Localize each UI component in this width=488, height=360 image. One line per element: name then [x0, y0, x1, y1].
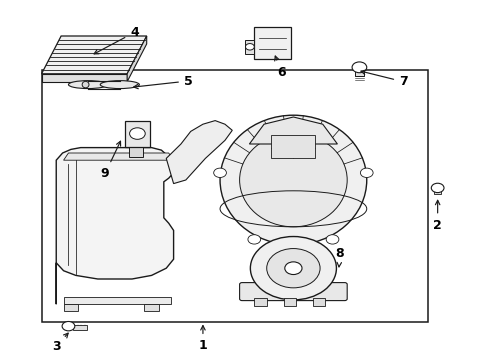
Ellipse shape	[220, 115, 366, 245]
Text: 4: 4	[94, 26, 139, 54]
Polygon shape	[41, 36, 146, 74]
Circle shape	[266, 248, 320, 288]
Bar	[354, 70, 364, 76]
Circle shape	[360, 168, 372, 177]
Polygon shape	[124, 121, 150, 147]
Text: 5: 5	[133, 75, 192, 89]
Polygon shape	[254, 27, 290, 59]
Bar	[433, 188, 440, 194]
Ellipse shape	[100, 81, 139, 89]
Circle shape	[430, 183, 443, 193]
Text: 6: 6	[274, 56, 285, 78]
Bar	[254, 298, 266, 306]
Ellipse shape	[82, 81, 89, 88]
Ellipse shape	[68, 81, 107, 89]
FancyBboxPatch shape	[239, 283, 346, 301]
Polygon shape	[245, 40, 254, 54]
Text: 8: 8	[335, 247, 344, 267]
Polygon shape	[56, 148, 173, 304]
Polygon shape	[166, 121, 232, 184]
Text: 1: 1	[198, 325, 207, 352]
Circle shape	[325, 235, 338, 244]
Circle shape	[129, 128, 145, 139]
Bar	[73, 325, 87, 330]
Polygon shape	[128, 147, 143, 157]
Polygon shape	[63, 153, 173, 160]
Circle shape	[62, 321, 75, 331]
Ellipse shape	[239, 133, 346, 227]
Polygon shape	[41, 74, 127, 82]
Polygon shape	[249, 117, 337, 144]
Bar	[41, 70, 427, 322]
Text: 3: 3	[52, 333, 68, 353]
Bar	[312, 298, 325, 306]
Text: 9: 9	[101, 141, 121, 180]
Polygon shape	[63, 297, 171, 304]
Polygon shape	[144, 304, 159, 311]
Text: 2: 2	[432, 200, 441, 231]
Circle shape	[351, 62, 366, 73]
Bar	[271, 135, 315, 158]
Circle shape	[250, 237, 336, 300]
Text: 7: 7	[360, 70, 407, 88]
Polygon shape	[63, 304, 78, 311]
Circle shape	[284, 262, 302, 275]
Bar	[283, 298, 295, 306]
Circle shape	[213, 168, 226, 177]
Circle shape	[245, 44, 254, 50]
Polygon shape	[127, 36, 146, 82]
Circle shape	[247, 235, 260, 244]
